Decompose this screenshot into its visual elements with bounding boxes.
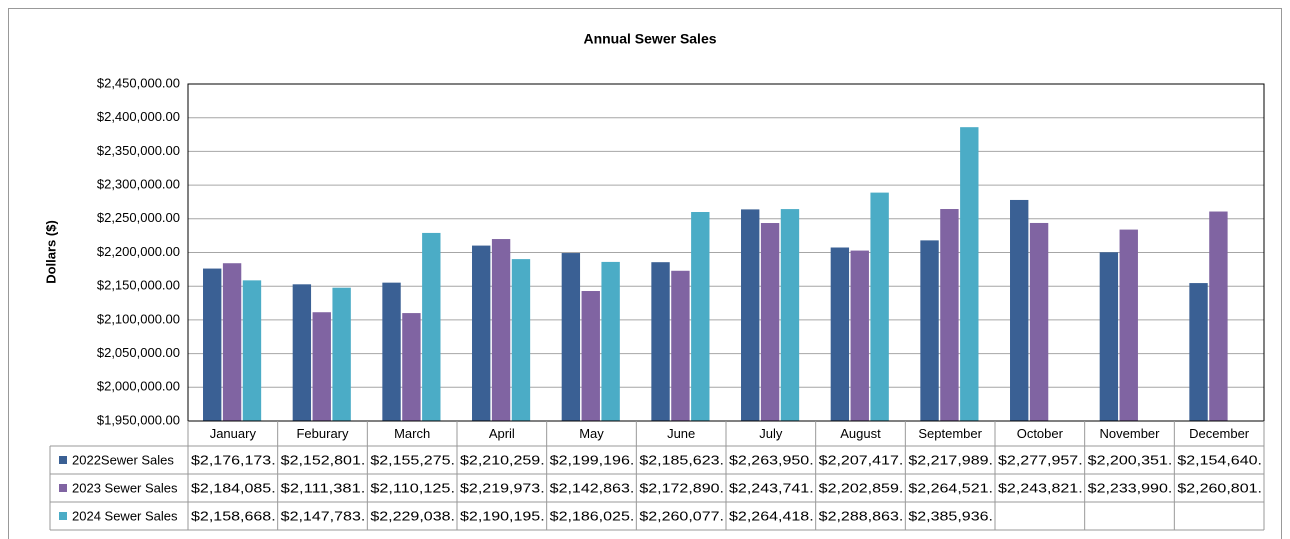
chart-title: Annual Sewer Sales	[583, 31, 716, 47]
table-cell: $2,260,801.	[1177, 480, 1262, 495]
bar	[491, 239, 511, 421]
bar	[671, 270, 690, 421]
y-tick-label: $2,300,000.00	[97, 177, 180, 192]
table-cell: $2,184,085.	[191, 480, 276, 495]
bar	[960, 127, 979, 421]
bar	[691, 212, 710, 421]
table-cell: $2,243,821.	[998, 480, 1083, 495]
table-cell: $2,202,859.	[819, 480, 904, 495]
table-cell: $2,264,521.	[908, 480, 993, 495]
table-cell: $2,111,381.	[281, 480, 366, 495]
bar	[1119, 229, 1138, 421]
table-cell: $2,264,418.	[729, 508, 814, 523]
bar	[222, 263, 242, 421]
table-cell: $2,210,259.	[460, 452, 545, 467]
table-cell: $2,152,801.	[281, 452, 366, 467]
x-tick-label: September	[918, 426, 982, 441]
bar	[741, 209, 760, 421]
table-cell: $2,147,783.	[281, 508, 366, 523]
bar	[402, 313, 421, 421]
table-cell: $2,385,936.	[908, 508, 993, 523]
y-axis-label: Dollars ($)	[43, 220, 58, 284]
table-cell: $2,200,351.	[1088, 452, 1173, 467]
table-cell: $2,185,623.	[639, 452, 724, 467]
x-tick-label: January	[210, 426, 257, 441]
y-tick-label: $2,100,000.00	[97, 311, 180, 326]
bar	[1209, 211, 1228, 421]
y-tick-label: $2,350,000.00	[97, 143, 180, 158]
y-tick-label: $2,000,000.00	[97, 379, 180, 394]
table-cell: $2,229,038.	[370, 508, 455, 523]
legend-swatch	[59, 484, 67, 492]
x-tick-label: March	[394, 426, 430, 441]
legend-swatch	[59, 456, 67, 464]
bar	[651, 262, 670, 421]
bar	[581, 291, 600, 421]
table-cell: $2,176,173.	[191, 452, 276, 467]
legend-swatch	[59, 512, 67, 520]
bar	[760, 223, 780, 421]
bar	[601, 261, 620, 421]
legend-label: 2024 Sewer Sales	[72, 508, 178, 523]
bar	[242, 280, 262, 421]
legend-label: 2023 Sewer Sales	[72, 480, 178, 495]
legend-label: 2022Sewer Sales	[72, 452, 174, 467]
bar	[472, 245, 491, 421]
table-cell: $2,186,025.	[550, 508, 635, 523]
x-tick-label: November	[1100, 426, 1161, 441]
x-tick-label: May	[579, 426, 604, 441]
bar	[780, 209, 800, 421]
table-cell: $2,217,989.	[908, 452, 993, 467]
bar	[382, 282, 401, 421]
table-cell: $2,219,973.	[460, 480, 545, 495]
bar	[870, 192, 889, 421]
table-cell: $2,158,668.	[191, 508, 276, 523]
bar	[1029, 222, 1049, 421]
table-cell: $2,233,990.	[1088, 480, 1173, 495]
y-tick-label: $2,450,000.00	[97, 75, 180, 90]
y-tick-label: $2,250,000.00	[97, 210, 180, 225]
bar	[312, 312, 331, 421]
table-cell: $2,110,125.	[370, 480, 455, 495]
bar	[203, 268, 222, 421]
x-tick-label: April	[489, 426, 515, 441]
bar	[830, 247, 850, 421]
x-tick-label: June	[667, 426, 695, 441]
y-tick-label: $2,050,000.00	[97, 345, 180, 360]
table-cell: $2,172,890.	[639, 480, 724, 495]
x-tick-label: August	[840, 426, 881, 441]
table-cell: $2,243,741.	[729, 480, 814, 495]
table-cell: $2,154,640.	[1177, 452, 1262, 467]
bar	[292, 284, 312, 421]
bar	[1010, 199, 1029, 421]
table-cell: $2,260,077.	[639, 508, 724, 523]
x-tick-label: Feburary	[296, 426, 349, 441]
bar	[1099, 252, 1119, 421]
bar	[422, 232, 441, 421]
bar	[850, 250, 869, 421]
y-tick-label: $2,200,000.00	[97, 244, 180, 259]
bar	[1189, 283, 1208, 421]
table-cell: $2,199,196.	[550, 452, 635, 467]
table-cell: $2,142,863.	[550, 480, 635, 495]
y-tick-label: $2,150,000.00	[97, 278, 180, 293]
y-tick-label: $1,950,000.00	[97, 412, 180, 427]
table-cell: $2,288,863.	[819, 508, 904, 523]
x-tick-label: October	[1017, 426, 1064, 441]
bar	[920, 240, 939, 421]
table-cell: $2,263,950.	[729, 452, 814, 467]
bar	[940, 209, 959, 421]
table-cell: $2,207,417.	[819, 452, 904, 467]
bar	[511, 259, 531, 421]
y-tick-label: $2,400,000.00	[97, 109, 180, 124]
table-cell: $2,155,275.	[370, 452, 455, 467]
bar	[561, 253, 581, 421]
x-tick-label: July	[759, 426, 783, 441]
x-tick-label: December	[1189, 426, 1250, 441]
table-cell: $2,190,195.	[460, 508, 545, 523]
bar	[332, 287, 351, 421]
table-cell: $2,277,957.	[998, 452, 1083, 467]
